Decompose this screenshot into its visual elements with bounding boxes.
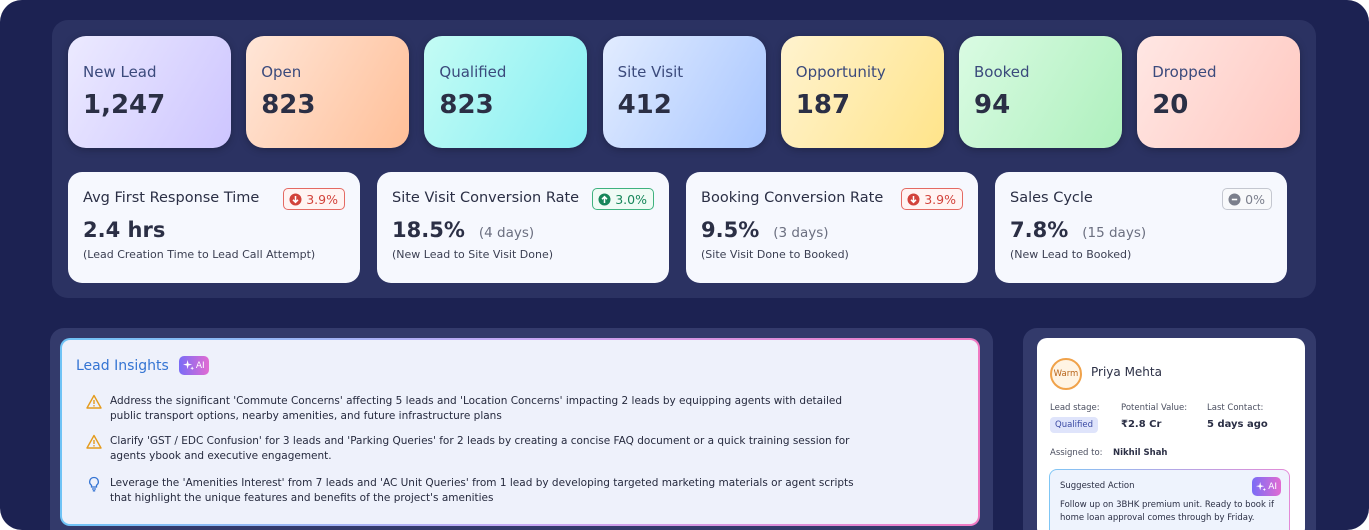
insights-header: Lead Insights AI xyxy=(76,356,209,375)
metric-card: Site Visit Conversion Rate 3.0% 18.5% (4 da… xyxy=(377,172,669,283)
ai-badge: AI xyxy=(1252,477,1281,496)
metric-title: Avg First Response Time xyxy=(83,190,260,206)
suggested-action: Suggested Action AI Follow up on 3BHK pr… xyxy=(1049,469,1290,530)
insight-item: Leverage the 'Amenities Interest' from 7… xyxy=(86,476,876,505)
stage-card: Open 823 xyxy=(246,36,410,148)
field-value: Qualified xyxy=(1050,417,1098,433)
stage-label: Opportunity xyxy=(795,63,886,81)
trend-icon xyxy=(907,193,920,205)
field-label: Last Contact: xyxy=(1207,403,1264,413)
insight-item: Address the significant 'Commute Concern… xyxy=(86,394,876,423)
ai-badge-text: AI xyxy=(195,360,205,371)
lead-name: Priya Mehta xyxy=(1091,365,1162,379)
change-value: 3.9% xyxy=(306,191,338,207)
metric-note: (4 days) xyxy=(478,225,535,241)
change-badge: 3.0% xyxy=(592,188,654,210)
metric-note: (3 days) xyxy=(773,225,829,241)
stage-count: 187 xyxy=(795,90,851,120)
metric-card: Booking Conversion Rate 3.9% 9.5% (3 days) (… xyxy=(686,172,978,283)
field-value-text: Qualified xyxy=(1050,417,1098,433)
stage-card: New Lead 1,247 xyxy=(68,36,231,148)
stage-card: Qualified 823 xyxy=(424,36,588,148)
insight-icon xyxy=(86,394,102,409)
stage-label: Site Visit xyxy=(617,63,684,81)
metric-card: Sales Cycle 0% 7.8% (15 days) (New Lead to B… xyxy=(995,172,1287,283)
metric-title: Site Visit Conversion Rate xyxy=(392,190,580,206)
stage-count: 823 xyxy=(439,90,494,120)
temperature-badge: Warm xyxy=(1050,358,1082,390)
stage-label: Dropped xyxy=(1152,63,1217,81)
field-value: ₹2.8 Cr xyxy=(1121,419,1161,430)
insight-text: Clarify 'GST / EDC Confusion' for 3 lead… xyxy=(110,435,850,462)
change-value: 3.0% xyxy=(615,191,647,207)
stage-card: Site Visit 412 xyxy=(602,36,766,148)
stage-label: Qualified xyxy=(439,63,507,81)
field-value: 5 days ago xyxy=(1207,419,1268,430)
change-value: 0% xyxy=(1245,191,1265,207)
insights-title: Lead Insights xyxy=(76,357,169,374)
lead-card: Warm Priya Mehta Assigned to: Nikhil Sha… xyxy=(1037,338,1305,530)
metric-card: Avg First Response Time 3.9% 2.4 hrs (Lead … xyxy=(68,172,360,283)
assigned-label: Assigned to: xyxy=(1050,448,1103,458)
insight-text: Leverage the 'Amenities Interest' from 7… xyxy=(110,477,854,504)
insight-item: Clarify 'GST / EDC Confusion' for 3 lead… xyxy=(86,434,876,463)
field-value-text: ₹2.8 Cr xyxy=(1121,419,1162,430)
trend-icon xyxy=(1228,193,1241,205)
stage-label: Booked xyxy=(974,63,1030,81)
stage-count: 94 xyxy=(974,90,1011,120)
metric-row: 2.4 hrs xyxy=(83,218,345,242)
stage-label: New Lead xyxy=(83,63,157,81)
stage-card: Opportunity 187 xyxy=(780,36,944,148)
metric-row: 7.8% (15 days) xyxy=(1010,218,1272,242)
stage-count: 412 xyxy=(617,90,672,120)
field-value-text: 5 days ago xyxy=(1207,419,1268,430)
stage-card: Dropped 20 xyxy=(1137,36,1301,148)
metric-detail: (Site Visit Done to Booked) xyxy=(701,248,849,261)
metric-value: 2.4 hrs xyxy=(83,218,166,242)
stage-count: 20 xyxy=(1152,90,1189,120)
metric-value: 9.5% xyxy=(701,218,760,242)
insight-icon xyxy=(89,476,99,492)
change-value: 3.9% xyxy=(924,191,956,207)
metric-title: Booking Conversion Rate xyxy=(701,190,884,206)
metric-detail: (New Lead to Booked) xyxy=(1010,248,1132,261)
stage-card: Booked 94 xyxy=(959,36,1122,148)
insights-card: Lead Insights AI Address the significant… xyxy=(60,338,980,526)
change-badge: 3.9% xyxy=(283,188,345,210)
stage-label: Open xyxy=(261,63,302,81)
metric-row: 18.5% (4 days) xyxy=(392,218,654,242)
change-badge: 3.9% xyxy=(901,188,963,210)
metric-note: (15 days) xyxy=(1082,225,1147,241)
metric-row: 9.5% (3 days) xyxy=(701,218,963,242)
metric-detail: (Lead Creation Time to Lead Call Attempt… xyxy=(83,248,316,261)
ai-badge: AI xyxy=(178,356,209,375)
action-text: Follow up on 3BHK premium unit. Ready to… xyxy=(1060,500,1274,523)
metric-title: Sales Cycle xyxy=(1010,190,1093,206)
trend-icon xyxy=(289,193,302,205)
metric-value: 7.8% xyxy=(1010,218,1069,242)
stage-count: 823 xyxy=(261,90,316,120)
metric-detail: (New Lead to Site Visit Done) xyxy=(392,248,554,261)
insight-text: Address the significant 'Commute Concern… xyxy=(110,395,843,422)
insight-icon xyxy=(86,434,102,449)
action-title: Suggested Action xyxy=(1060,481,1135,491)
trend-icon xyxy=(598,193,611,205)
metric-value: 18.5% xyxy=(392,218,465,242)
field-label: Lead stage: xyxy=(1050,403,1100,413)
change-badge: 0% xyxy=(1222,188,1272,210)
ai-badge-text: AI xyxy=(1268,481,1277,492)
stage-count: 1,247 xyxy=(83,90,166,120)
assigned-value: Nikhil Shah xyxy=(1113,448,1168,458)
field-label: Potential Value: xyxy=(1121,403,1188,413)
